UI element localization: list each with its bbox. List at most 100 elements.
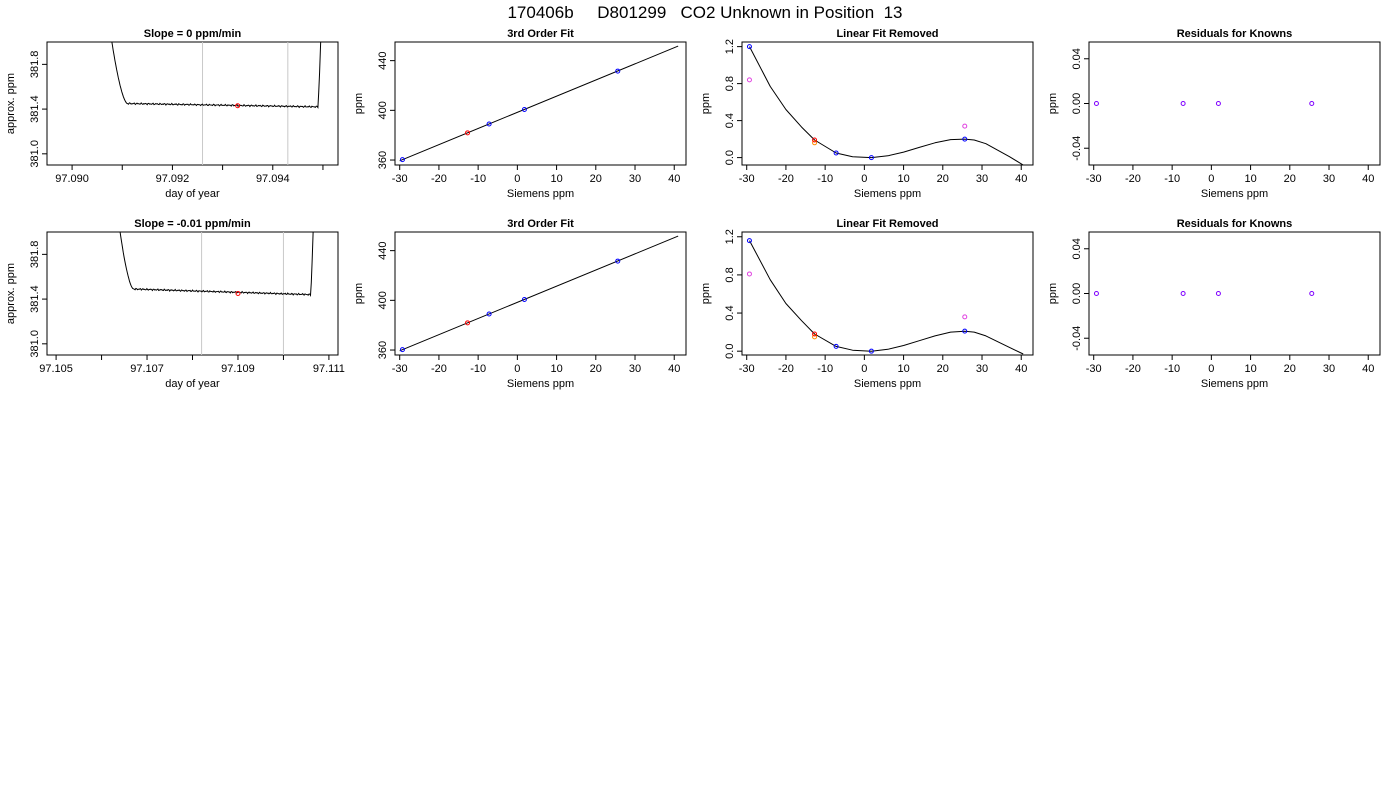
y-tick-label: 440 xyxy=(377,51,389,69)
x-tick-label: 10 xyxy=(550,173,562,185)
x-axis: -30 -20 -10 0 10 20 30 40 xyxy=(392,355,680,375)
plot-frame xyxy=(741,231,1034,356)
panel-r1c4: Residuals for Knowns -30 -20 -10 0 10 20 30 40 Si… xyxy=(1047,28,1381,200)
y-axis-label: ppm xyxy=(353,93,365,114)
y-axis-label: ppm xyxy=(353,283,365,304)
y-tick-label: 0.0 xyxy=(724,150,736,165)
y-axis-label: ppm xyxy=(700,93,712,114)
x-tick-label: 97.092 xyxy=(156,173,190,185)
x-tick-label: 30 xyxy=(629,363,641,375)
y-axis: 0.0 0.4 0.8 1.2 xyxy=(724,39,742,165)
plot-area xyxy=(119,232,314,355)
x-tick-label: 10 xyxy=(897,363,909,375)
panel-r2c4: Residuals for Knowns -30 -20 -10 0 10 20 30 40 Si… xyxy=(1047,218,1381,390)
panel-r1c3: Linear Fit Removed -30 -20 -10 0 10 20 30 40 Siem… xyxy=(700,28,1034,200)
x-tick-label: -20 xyxy=(778,363,794,375)
fit-line xyxy=(399,45,679,162)
y-tick-label: 0.04 xyxy=(1071,48,1083,69)
y-axis: -0.04 0.00 0.04 xyxy=(1071,48,1089,161)
x-axis: -30 -20 -10 0 10 20 30 40 xyxy=(392,165,680,185)
data-point xyxy=(1215,101,1221,106)
x-tick-label: 10 xyxy=(897,173,909,185)
fit-line xyxy=(399,235,679,352)
data-point xyxy=(615,68,621,74)
data-point xyxy=(615,258,621,264)
plot-frame xyxy=(394,231,687,356)
data-point xyxy=(399,347,405,353)
x-tick-label: -10 xyxy=(1164,173,1180,185)
x-tick-label: 30 xyxy=(1323,363,1335,375)
x-axis-label: Siemens ppm xyxy=(854,378,921,390)
data-point xyxy=(746,77,752,83)
sample-marker xyxy=(235,291,241,296)
panel-r1c2: 3rd Order Fit -30 -20 -10 0 10 20 30 40 Siemens p… xyxy=(353,28,687,200)
data-point xyxy=(521,106,527,112)
panel-grid: Slope = 0 ppm/min 97.090 97.092 97.094 day o… xyxy=(5,28,1381,390)
x-tick-label: 0 xyxy=(514,173,520,185)
y-tick-label: 360 xyxy=(377,151,389,169)
panel-title: Residuals for Knowns xyxy=(1177,28,1293,40)
data-point xyxy=(399,157,405,163)
x-axis-label: day of year xyxy=(165,378,220,390)
plot-frame xyxy=(741,41,1034,166)
y-tick-label: 381.8 xyxy=(29,241,41,269)
y-tick-label: 0.00 xyxy=(1071,93,1083,114)
x-tick-label: 20 xyxy=(1284,363,1296,375)
x-tick-label: -20 xyxy=(778,173,794,185)
data-point xyxy=(746,238,752,244)
y-axis: -0.04 0.00 0.04 xyxy=(1071,238,1089,351)
data-point xyxy=(1309,101,1315,106)
x-tick-label: 20 xyxy=(1284,173,1296,185)
x-tick-label: 97.090 xyxy=(55,173,89,185)
panel-r2c3: Linear Fit Removed -30 -20 -10 0 10 20 30 40 Siem… xyxy=(700,218,1034,390)
y-tick-label: 0.0 xyxy=(724,344,736,359)
plot-frame xyxy=(1088,41,1381,166)
x-tick-label: 0 xyxy=(1208,173,1214,185)
y-axis-label: approx. ppm xyxy=(5,73,17,134)
data-point xyxy=(962,328,968,334)
x-tick-label: 10 xyxy=(1244,173,1256,185)
data-point xyxy=(1180,101,1186,106)
y-axis: 0.0 0.4 0.8 1.2 xyxy=(724,229,742,359)
concentration-trace xyxy=(111,42,322,109)
plot-area xyxy=(399,235,679,353)
y-tick-label: 381.0 xyxy=(29,140,41,168)
y-tick-label: 381.0 xyxy=(29,330,41,358)
x-tick-label: 20 xyxy=(937,363,949,375)
data-point xyxy=(962,123,968,129)
x-tick-label: -10 xyxy=(470,173,486,185)
x-tick-label: -20 xyxy=(1125,363,1141,375)
x-axis: -30 -20 -10 0 10 20 30 40 xyxy=(1086,355,1374,375)
data-point xyxy=(812,334,818,340)
x-tick-label: 30 xyxy=(976,363,988,375)
data-point xyxy=(1180,291,1186,296)
data-point xyxy=(812,140,818,146)
y-tick-label: 1.2 xyxy=(724,229,736,244)
concentration-trace xyxy=(119,232,314,297)
plot-frame xyxy=(394,41,687,166)
x-tick-label: 10 xyxy=(550,363,562,375)
y-axis-label: ppm xyxy=(700,283,712,304)
residual-curve xyxy=(749,240,1024,355)
x-tick-label: -20 xyxy=(431,363,447,375)
plot-area xyxy=(746,238,1024,355)
data-point xyxy=(1093,101,1099,106)
data-point xyxy=(868,348,874,354)
y-tick-label: 1.2 xyxy=(724,39,736,54)
x-tick-label: -10 xyxy=(1164,363,1180,375)
data-point xyxy=(1309,291,1315,296)
panel-title: 3rd Order Fit xyxy=(507,218,574,230)
x-tick-label: 97.111 xyxy=(313,363,345,375)
data-point xyxy=(521,296,527,302)
x-tick-label: -10 xyxy=(817,173,833,185)
data-point xyxy=(868,155,874,161)
figure-title: 170406b D801299 CO2 Unknown in Position … xyxy=(507,3,902,22)
x-tick-label: 30 xyxy=(976,173,988,185)
y-tick-label: 360 xyxy=(377,341,389,359)
data-point xyxy=(465,320,471,326)
y-tick-label: 0.8 xyxy=(724,76,736,91)
x-tick-label: -30 xyxy=(1086,363,1102,375)
y-tick-label: 381.4 xyxy=(29,285,41,313)
y-axis: 360 400 440 xyxy=(377,241,395,359)
